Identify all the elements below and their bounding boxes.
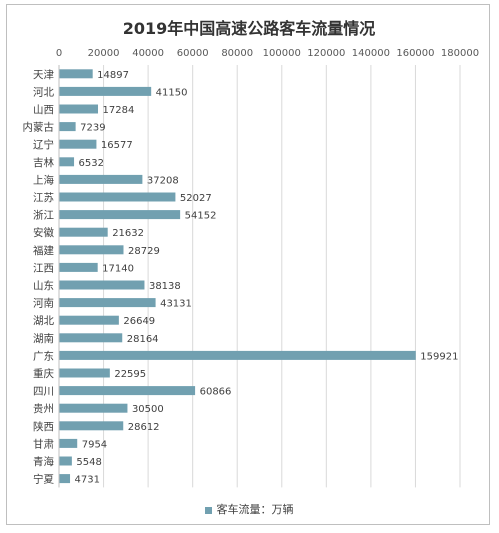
bar [59,104,99,114]
x-tick-label: 120000 [307,48,345,59]
category-label: 内蒙古 [23,121,55,134]
data-label: 30500 [132,404,164,415]
x-tick-label: 80000 [221,48,253,59]
bar [59,86,152,96]
data-label: 28729 [128,246,160,257]
category-label: 四川 [33,386,54,398]
data-label: 26649 [123,316,155,327]
bar [59,69,93,79]
category-label: 安徽 [33,226,54,239]
data-label: 52027 [180,193,212,204]
data-label: 60866 [200,387,232,398]
data-label: 38138 [149,281,181,292]
category-label: 福建 [33,244,54,257]
bar [59,456,72,466]
x-tick-label: 20000 [88,48,120,59]
bar [59,280,145,290]
bar [59,298,156,308]
category-label: 江苏 [33,191,54,204]
bar [59,122,76,132]
x-tick-label: 0 [56,48,62,59]
bar [59,192,176,202]
category-label: 江西 [33,262,54,274]
data-label: 43131 [160,299,192,310]
data-label: 22595 [114,369,146,380]
category-label: 广东 [33,349,54,362]
category-label: 山东 [33,279,54,292]
x-tick-label: 40000 [132,48,164,59]
category-label: 辽宁 [33,138,54,151]
data-label: 28612 [128,422,160,433]
category-label: 吉林 [33,156,54,169]
category-label: 甘肃 [33,437,54,450]
category-label: 青海 [33,455,54,468]
chart-title: 2019年中国高速公路客车流量情况 [122,19,376,38]
category-label: 河北 [33,86,54,98]
category-label: 浙江 [33,210,54,222]
data-label: 14897 [97,70,129,81]
data-label: 41150 [156,87,188,98]
x-tick-label: 180000 [441,48,479,59]
bar [59,403,128,413]
legend-label: 客车流量：万辆 [216,503,294,516]
legend-swatch [204,506,212,514]
bar [59,227,108,237]
x-tick-label: 100000 [263,48,301,59]
data-label: 7239 [80,123,105,134]
bar [59,245,124,255]
category-label: 重庆 [33,367,54,380]
x-tick-label: 160000 [396,48,434,59]
data-label: 17140 [102,263,134,274]
bar [59,438,78,448]
bar [59,174,143,184]
category-label: 湖南 [33,332,54,345]
bar [59,368,110,378]
data-label: 7954 [82,439,107,450]
category-label: 陕西 [33,420,54,433]
bar [59,210,181,220]
category-label: 上海 [33,173,54,186]
bar [59,157,75,167]
category-label: 天津 [33,69,54,81]
bar [59,386,196,396]
category-label: 湖北 [33,315,54,327]
data-label: 159921 [420,351,458,362]
data-label: 28164 [127,334,159,345]
category-label: 山西 [33,104,54,116]
data-label: 54152 [185,211,217,222]
bar [59,139,97,149]
data-label: 4731 [75,475,100,486]
category-label: 河南 [33,297,54,310]
bar [59,262,98,272]
x-tick-label: 60000 [177,48,209,59]
data-label: 17284 [103,105,135,116]
category-label: 贵州 [33,402,54,415]
data-label: 16577 [101,140,133,151]
chart-legend: 客车流量：万辆 [7,501,491,517]
bar [59,333,123,343]
data-label: 21632 [112,228,144,239]
data-label: 5548 [76,457,101,468]
chart-frame: 2019年中国高速公路客车流量情况 0 20000 40000 60000 80000 1… [6,4,490,525]
category-label: 宁夏 [33,473,54,486]
bar-chart: 0 20000 40000 60000 80000 100000 120000 140000 1… [23,48,479,488]
x-tick-label: 140000 [352,48,390,59]
bar [59,315,119,325]
bar [59,421,124,431]
bar [59,474,71,484]
bar [59,350,416,360]
data-label: 6532 [79,158,104,169]
data-label: 37208 [147,175,179,186]
